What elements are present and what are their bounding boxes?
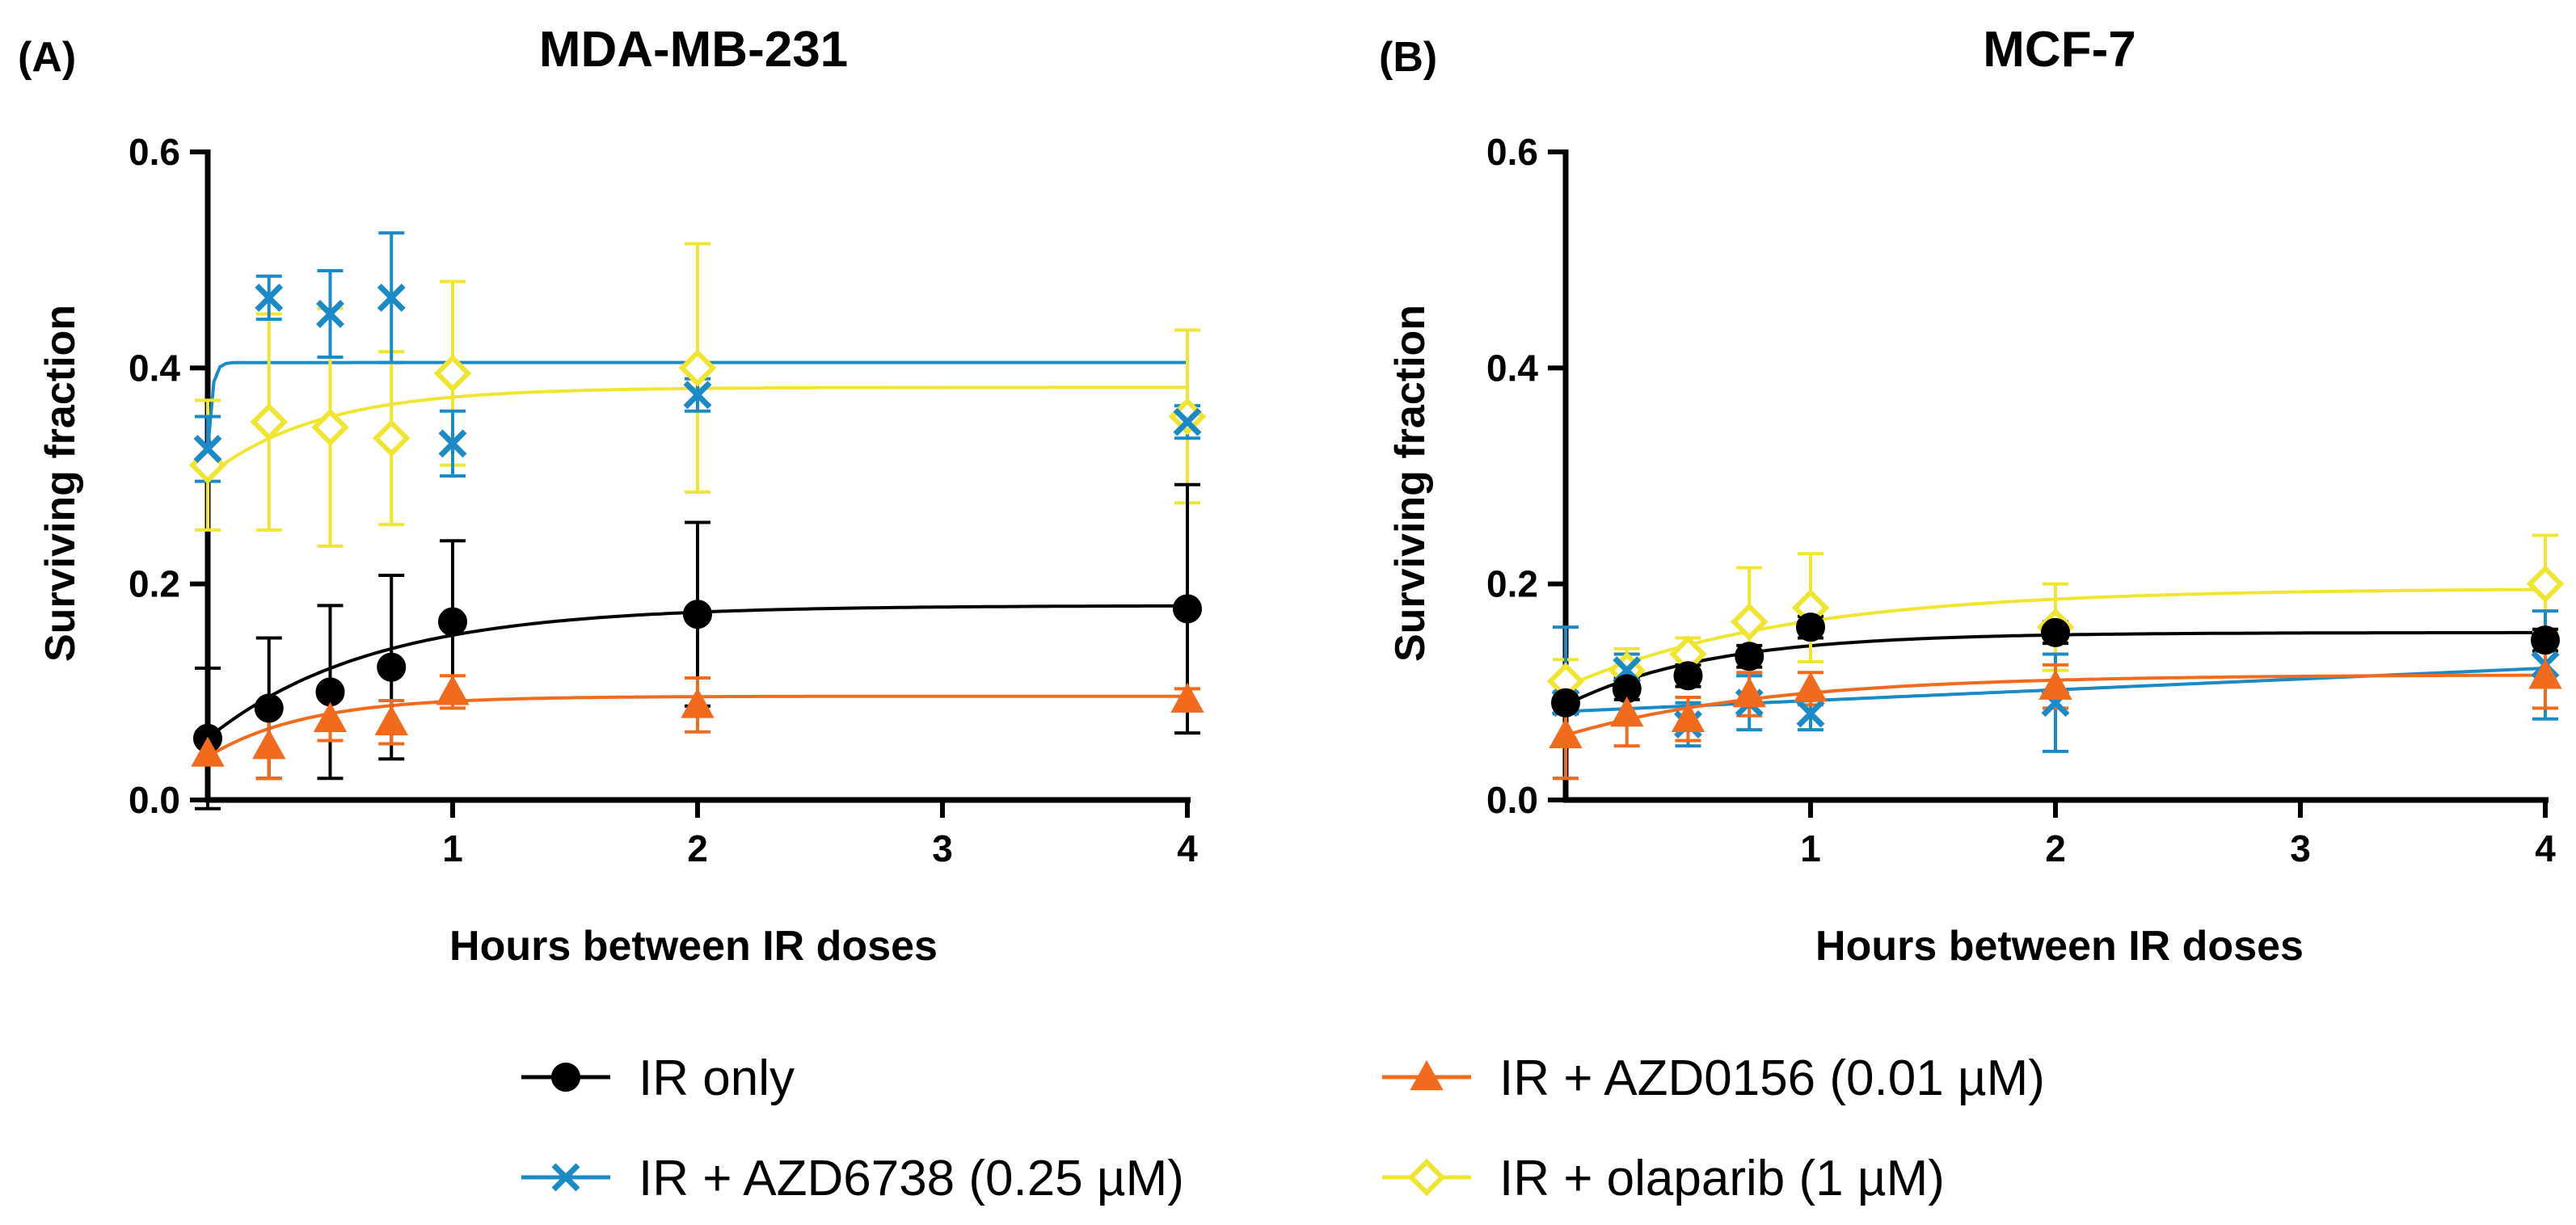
y-tick-label: 0.4 [129, 347, 180, 389]
x-tick-label: 4 [1177, 827, 1198, 869]
data-point-ir-olaparib-1-m [373, 419, 411, 457]
legend-marker [1410, 1059, 1444, 1091]
legend-label-ir-only: IR only [639, 1050, 795, 1106]
x-tick-label: 3 [932, 827, 953, 869]
panel-b-plot-area: 0.0 0.2 0.4 0.6 1 2 3 4 [1486, 131, 2565, 869]
data-point-ir-only [1173, 594, 1202, 624]
data-point-ir-only [2531, 625, 2560, 655]
legend-label-olaparib: IR + olaparib (1 µM) [1499, 1151, 1945, 1206]
x-tick-label: 3 [2290, 827, 2311, 869]
y-tick-label: 0.6 [1486, 131, 1538, 173]
data-point-ir-azd6738-0-25-m [193, 435, 222, 464]
data-point-ir-azd0156-0-01-m [252, 729, 286, 760]
data-point-ir-only [254, 693, 284, 723]
legend-entry-ir-only: IR only [521, 1050, 795, 1106]
data-point-ir-azd6738-0-25-m [1796, 699, 1825, 728]
legend-symbol-azd0156 [1382, 1059, 1471, 1091]
panel-b-x-axis-title: Hours between IR doses [1815, 923, 2304, 970]
data-point-ir-azd6738-0-25-m [377, 283, 406, 312]
data-point-ir-azd0156-0-01-m [2038, 669, 2072, 700]
y-tick-label: 0.6 [129, 131, 180, 173]
data-point-ir-only [1735, 642, 1764, 671]
panel-a-y-axis-title: Surviving fraction [37, 305, 84, 662]
data-point-ir-azd6738-0-25-m [1173, 407, 1202, 436]
data-point-ir-azd6738-0-25-m [683, 381, 712, 410]
panel-b-title: MCF-7 [1983, 22, 2135, 78]
panel-b-label: (B) [1379, 34, 1437, 81]
x-tick-label: 2 [2045, 827, 2066, 869]
panel-a: (A) MDA-MB-231 Surviving fraction Hours … [18, 22, 1207, 970]
data-point-ir-azd0156-0-01-m [313, 701, 348, 732]
x-tick-label: 2 [687, 827, 708, 869]
x-tick-label: 4 [2535, 827, 2556, 869]
data-point-ir-only [315, 677, 345, 707]
data-point-ir-azd0156-0-01-m [1170, 682, 1204, 713]
legend-marker [551, 1063, 580, 1092]
data-point-ir-azd0156-0-01-m [2528, 659, 2562, 689]
data-point-ir-azd0156-0-01-m [1732, 676, 1766, 708]
legend-marker [1407, 1158, 1446, 1197]
legend-symbol-ir-only [521, 1063, 610, 1092]
data-point-ir-azd0156-0-01-m [374, 705, 408, 735]
data-point-ir-olaparib-1-m [1731, 603, 1769, 641]
data-point-ir-olaparib-1-m [433, 354, 472, 393]
legend-symbol-olaparib [1382, 1158, 1471, 1197]
data-point-ir-azd0156-0-01-m [191, 736, 225, 767]
data-point-ir-only [683, 600, 712, 629]
data-point-ir-azd0156-0-01-m [1610, 697, 1644, 727]
panel-a-label: (A) [18, 34, 76, 81]
data-point-ir-only [377, 652, 407, 682]
data-point-ir-olaparib-1-m [250, 402, 288, 441]
data-point-ir-only [1796, 612, 1825, 642]
legend-marker [551, 1163, 580, 1192]
data-point-ir-azd0156-0-01-m [681, 688, 715, 718]
legend-entry-olaparib: IR + olaparib (1 µM) [1382, 1151, 1945, 1206]
data-point-ir-azd6738-0-25-m [438, 429, 467, 458]
data-point-ir-azd0156-0-01-m [436, 675, 470, 705]
data-point-ir-olaparib-1-m [678, 349, 717, 387]
x-tick-label: 1 [1800, 827, 1821, 869]
data-point-ir-only [2041, 617, 2070, 647]
panel-b: (B) MCF-7 Surviving fraction Hours betwe… [1379, 22, 2565, 970]
y-tick-label: 0.0 [1486, 779, 1538, 821]
panel-a-plot-area: 0.0 0.2 0.4 0.6 1 2 3 4 [129, 131, 1207, 869]
data-point-ir-azd6738-0-25-m [255, 283, 284, 312]
panel-a-x-axis-title: Hours between IR doses [449, 923, 938, 970]
y-tick-label: 0.0 [129, 779, 180, 821]
legend-entry-azd0156: IR + AZD0156 (0.01 µM) [1382, 1050, 2045, 1106]
data-point-ir-azd6738-0-25-m [316, 300, 344, 328]
y-tick-label: 0.4 [1486, 347, 1538, 389]
panel-b-y-axis-title: Surviving fraction [1387, 305, 1434, 662]
data-point-ir-olaparib-1-m [311, 408, 349, 447]
legend: IR only IR + AZD0156 (0.01 µM) IR + AZD6… [521, 1050, 2045, 1206]
data-point-ir-only [438, 607, 467, 637]
data-point-ir-olaparib-1-m [2526, 565, 2565, 603]
y-tick-label: 0.2 [1486, 563, 1538, 605]
data-point-ir-only [1551, 688, 1580, 718]
x-tick-label: 1 [442, 827, 463, 869]
legend-symbol-azd6738 [521, 1163, 610, 1192]
data-point-ir-azd0156-0-01-m [1549, 718, 1583, 748]
data-point-ir-azd0156-0-01-m [1671, 701, 1705, 732]
data-point-ir-azd0156-0-01-m [1794, 671, 1828, 702]
legend-label-azd6738: IR + AZD6738 (0.25 µM) [639, 1151, 1184, 1206]
data-point-ir-only [1673, 661, 1703, 691]
legend-label-azd0156: IR + AZD0156 (0.01 µM) [1499, 1050, 2045, 1106]
panel-a-title: MDA-MB-231 [539, 22, 848, 78]
y-tick-label: 0.2 [129, 563, 180, 605]
legend-entry-azd6738: IR + AZD6738 (0.25 µM) [521, 1151, 1184, 1206]
